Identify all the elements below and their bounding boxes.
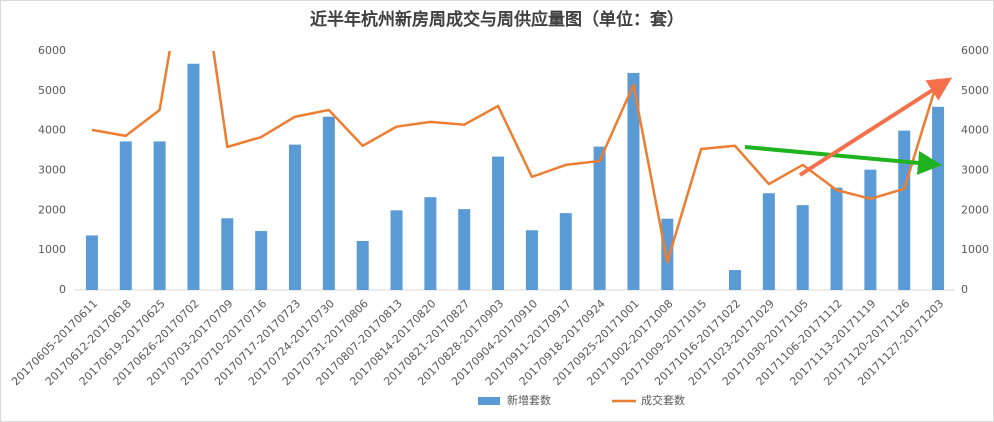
bar	[424, 197, 437, 290]
bar	[119, 141, 132, 290]
bar	[458, 209, 471, 290]
bar	[390, 210, 403, 290]
bar	[898, 130, 911, 290]
bar	[864, 169, 877, 290]
y2-tick-label: 2000	[961, 203, 989, 216]
bar	[492, 156, 505, 290]
y-tick-label: 6000	[38, 44, 66, 57]
bar	[255, 231, 268, 290]
bar	[356, 241, 369, 290]
y-tick-label: 4000	[38, 124, 66, 137]
bar	[762, 193, 775, 290]
y2-tick-label: 4000	[961, 124, 989, 137]
bar	[322, 116, 335, 290]
y2-tick-label: 3000	[961, 164, 989, 177]
bar	[559, 213, 572, 290]
bar	[221, 218, 234, 290]
bar	[187, 63, 200, 290]
annotation-arrow	[744, 145, 942, 175]
chart-title: 近半年杭州新房周成交与周供应量图（单位：套）	[310, 9, 684, 30]
bar	[627, 72, 640, 291]
y2-tick-label: 0	[961, 283, 968, 296]
annotation-arrow	[798, 77, 953, 177]
legend-label: 新增套数	[507, 393, 551, 407]
bar	[729, 270, 741, 290]
bar	[85, 235, 98, 290]
y-tick-label: 1000	[38, 243, 66, 256]
y-tick-label: 5000	[38, 84, 66, 97]
bar	[153, 141, 166, 290]
plot-area	[85, 51, 945, 291]
bar	[796, 205, 809, 290]
y2-tick-label: 5000	[961, 84, 989, 97]
legend-swatch	[478, 397, 500, 405]
legend-label: 成交套数	[641, 393, 685, 407]
line	[91, 51, 940, 264]
y-tick-label: 2000	[38, 203, 66, 216]
bar	[932, 106, 945, 291]
bar	[830, 187, 843, 290]
y-tick-label: 0	[59, 283, 66, 296]
bar	[289, 144, 301, 290]
bar	[661, 218, 674, 290]
y2-tick-label: 1000	[961, 243, 989, 256]
y-tick-label: 3000	[38, 164, 66, 177]
bar	[593, 146, 606, 290]
y2-tick-label: 6000	[961, 44, 989, 57]
bar	[525, 230, 538, 290]
